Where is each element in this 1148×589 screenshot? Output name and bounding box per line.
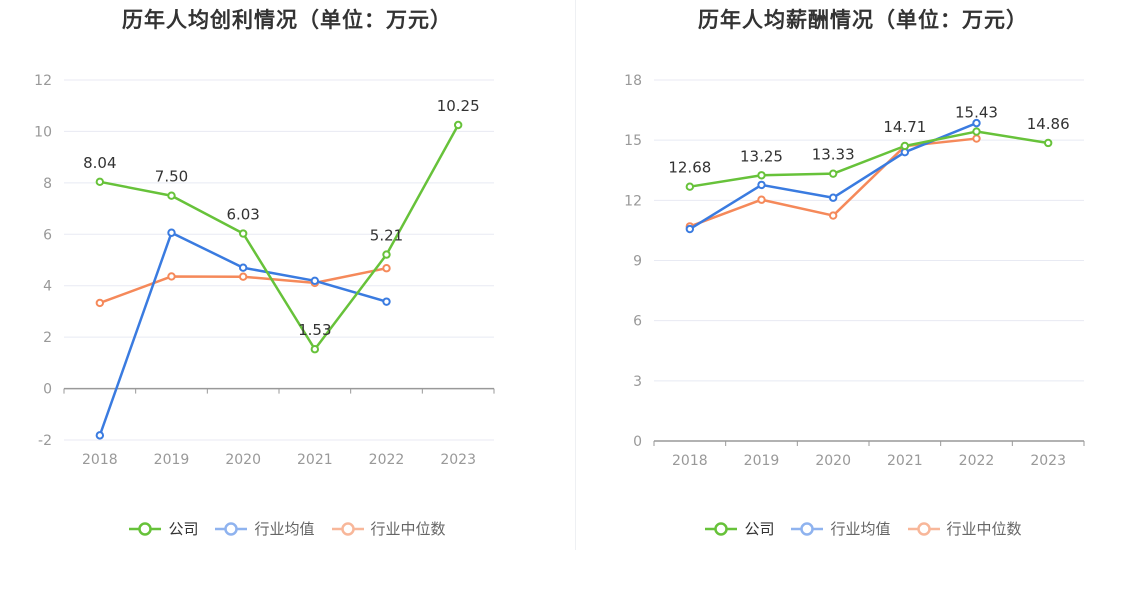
data-label: 5.21	[370, 227, 403, 245]
series-line-company	[99, 124, 460, 351]
y-tick-label: 6	[633, 314, 642, 330]
panel-divider	[575, 0, 576, 550]
series-line-company	[689, 130, 1049, 188]
x-tick-label: 2019	[744, 453, 780, 469]
data-point-company	[685, 182, 695, 191]
data-point-company	[310, 345, 320, 354]
x-tick-label: 2022	[959, 453, 995, 469]
data-point-mean	[972, 118, 981, 128]
data-label: 7.50	[155, 168, 188, 186]
y-tick-label: 9	[633, 254, 642, 270]
data-point-company	[1043, 138, 1053, 148]
y-tick-label: 2	[43, 330, 52, 346]
data-point-median	[238, 272, 248, 281]
data-point-mean	[310, 276, 320, 286]
data-point-company	[900, 141, 910, 151]
legend-item-median[interactable]: 行业中位数	[331, 518, 446, 539]
legend-item-mean[interactable]: 行业均值	[214, 518, 315, 539]
x-tick-label: 2020	[225, 452, 261, 468]
salary-chart-plot: 0 3 6 9 12 15 18 2018 2019 2020 2021 2022 2023 12.68 1…	[624, 73, 1085, 469]
data-point-mean	[167, 228, 176, 237]
legend-company-symbol	[129, 521, 162, 536]
data-point-mean	[685, 224, 695, 234]
data-point-mean	[757, 180, 766, 190]
data-label: 14.71	[883, 118, 926, 136]
data-label: 12.68	[668, 159, 711, 177]
x-tick-label: 2020	[815, 453, 851, 469]
y-tick-label: 12	[34, 73, 52, 89]
data-point-median	[972, 134, 981, 143]
chart-title: 历年人均创利情况（单位：万元）	[122, 8, 452, 32]
data-label: 13.33	[812, 146, 855, 164]
data-label: 1.53	[298, 321, 331, 339]
x-tick-label: 2022	[369, 452, 405, 468]
legend-item-company[interactable]: 公司	[704, 518, 774, 539]
data-point-company	[95, 177, 105, 187]
data-point-mean	[95, 431, 105, 440]
x-tick-label: 2019	[154, 452, 190, 468]
y-tick-label: 0	[633, 434, 642, 450]
legend-label: 行业均值	[254, 520, 315, 538]
legend-label: 行业均值	[830, 520, 891, 538]
data-point-company	[238, 229, 248, 238]
legend-mean-symbol	[791, 521, 824, 536]
data-point-company	[167, 191, 176, 200]
data-point-median	[757, 195, 766, 204]
data-label: 14.86	[1027, 115, 1070, 133]
legend-label: 行业中位数	[946, 520, 1022, 538]
legend-company-symbol	[705, 521, 738, 536]
chart-legend: 公司 行业均值 行业中位数	[576, 518, 1148, 539]
series-line-mean	[98, 231, 387, 436]
data-label: 15.43	[955, 104, 998, 122]
data-point-company	[972, 127, 981, 136]
legend-median-symbol	[331, 521, 364, 536]
data-point-mean	[238, 263, 248, 272]
y-tick-label: 3	[633, 374, 642, 390]
x-tick-label: 2018	[82, 452, 118, 468]
y-tick-label: 10	[34, 124, 52, 140]
x-tick-label: 2018	[672, 453, 708, 469]
y-tick-label: 18	[624, 73, 642, 89]
data-point-median	[167, 272, 176, 281]
data-point-company	[757, 171, 766, 180]
data-point-company	[453, 120, 463, 130]
y-tick-label: 6	[43, 227, 52, 243]
data-point-median	[382, 264, 391, 273]
data-point-company	[828, 169, 838, 178]
profit-chart-panel: 历年人均创利情况（单位：万元） -2 0 2 4 6 8 10 12 2018 2019 2020 2…	[0, 8, 574, 539]
salary-chart-panel: 历年人均薪酬情况（单位：万元） 0 3 6 9 12 15 18 2018 2019 2020 20…	[576, 0, 1148, 589]
profit-chart-plot: -2 0 2 4 6 8 10 12 2018 2019 2020 2021 2022 2023 8.04 7…	[34, 73, 495, 468]
legend-item-company[interactable]: 公司	[128, 518, 198, 539]
data-point-median	[95, 298, 105, 308]
legend-mean-symbol	[215, 521, 248, 536]
chart-title: 历年人均薪酬情况（单位：万元）	[698, 8, 1028, 32]
legend-label: 行业中位数	[370, 520, 446, 538]
legend-label: 公司	[168, 520, 199, 538]
y-tick-label: 8	[43, 176, 52, 192]
x-tick-label: 2023	[440, 452, 476, 468]
data-point-mean	[828, 193, 838, 202]
data-label: 8.04	[83, 154, 116, 172]
data-point-median	[828, 211, 838, 220]
y-tick-label: 12	[624, 193, 642, 209]
x-tick-label: 2023	[1030, 453, 1066, 469]
y-tick-label: 0	[43, 382, 52, 398]
y-tick-label: 15	[624, 133, 642, 149]
y-tick-label: -2	[38, 433, 52, 449]
x-tick-label: 2021	[297, 452, 333, 468]
legend-label: 公司	[744, 520, 775, 538]
legend-item-median[interactable]: 行业中位数	[907, 518, 1022, 539]
y-tick-label: 4	[43, 279, 52, 295]
data-point-mean	[382, 297, 391, 306]
x-tick-label: 2021	[887, 453, 923, 469]
data-point-company	[382, 250, 391, 259]
data-label: 10.25	[437, 97, 480, 115]
data-label: 6.03	[226, 206, 259, 224]
chart-legend: 公司 行业均值 行业中位数	[0, 518, 574, 539]
legend-median-symbol	[907, 521, 940, 536]
legend-item-mean[interactable]: 行业均值	[790, 518, 891, 539]
data-label: 13.25	[740, 147, 783, 165]
